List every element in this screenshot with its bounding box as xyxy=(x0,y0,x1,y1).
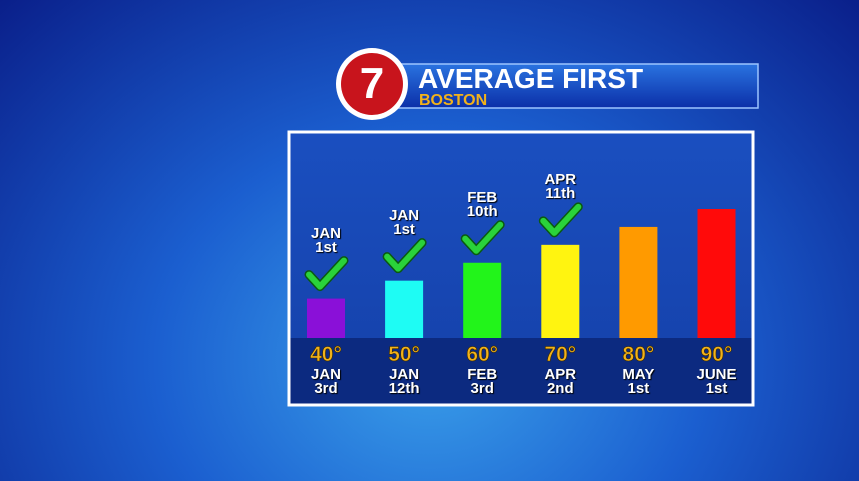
annotation-box: APR 11th xyxy=(532,167,588,201)
category-label-box: MAY 1st xyxy=(622,368,655,397)
category-label-box: JAN 12th xyxy=(388,368,420,397)
checkmark xyxy=(462,221,504,254)
value-label: 40° xyxy=(310,343,342,366)
category-label-box: JUNE 1st xyxy=(696,368,737,397)
title-banner xyxy=(389,63,759,109)
bar xyxy=(619,226,658,338)
annotation-box: JAN 1st xyxy=(298,221,354,255)
category-label: APR 2nd xyxy=(544,368,577,397)
category-label: MAY 1st xyxy=(622,368,655,397)
annotation-wrap: JAN 1st xyxy=(298,221,354,255)
annotation-wrap: JAN 1st xyxy=(376,203,432,237)
annotation: JAN 1st xyxy=(389,206,420,237)
label-strip xyxy=(290,338,752,404)
value-label: 50° xyxy=(388,343,420,366)
bar xyxy=(541,244,580,338)
annotation-wrap: FEB 10th xyxy=(454,185,510,219)
category-label: JAN 12th xyxy=(388,368,420,397)
category-label-box: APR 2nd xyxy=(544,368,577,397)
category-label-box: JAN 3rd xyxy=(310,368,341,397)
checkmark xyxy=(306,257,347,290)
category-label-box: FEB 3rd xyxy=(467,368,498,397)
annotation: FEB 10th xyxy=(466,188,498,219)
logo xyxy=(341,53,403,115)
annotation: JAN 1st xyxy=(310,224,341,255)
chart-subtitle: BOSTON xyxy=(419,92,487,109)
category-label: JAN 3rd xyxy=(310,368,341,397)
checkmark xyxy=(540,203,582,236)
bar xyxy=(697,209,736,338)
value-label: 80° xyxy=(623,343,655,366)
annotation-wrap: APR 11th xyxy=(532,167,588,201)
bar xyxy=(307,298,345,338)
checkmark xyxy=(384,239,426,272)
category-label: JUNE 1st xyxy=(696,368,737,397)
logo-7: 7 xyxy=(360,59,384,108)
annotation-box: JAN 1st xyxy=(376,203,432,237)
value-label: 60° xyxy=(466,343,498,366)
category-label: FEB 3rd xyxy=(467,368,498,397)
value-label: 70° xyxy=(544,343,576,366)
chart-title: AVERAGE FIRST xyxy=(418,63,643,94)
value-label: 90° xyxy=(701,343,733,366)
annotation-box: FEB 10th xyxy=(454,185,510,219)
bar xyxy=(385,280,424,338)
annotation: APR 11th xyxy=(544,170,577,201)
bar xyxy=(463,262,502,338)
